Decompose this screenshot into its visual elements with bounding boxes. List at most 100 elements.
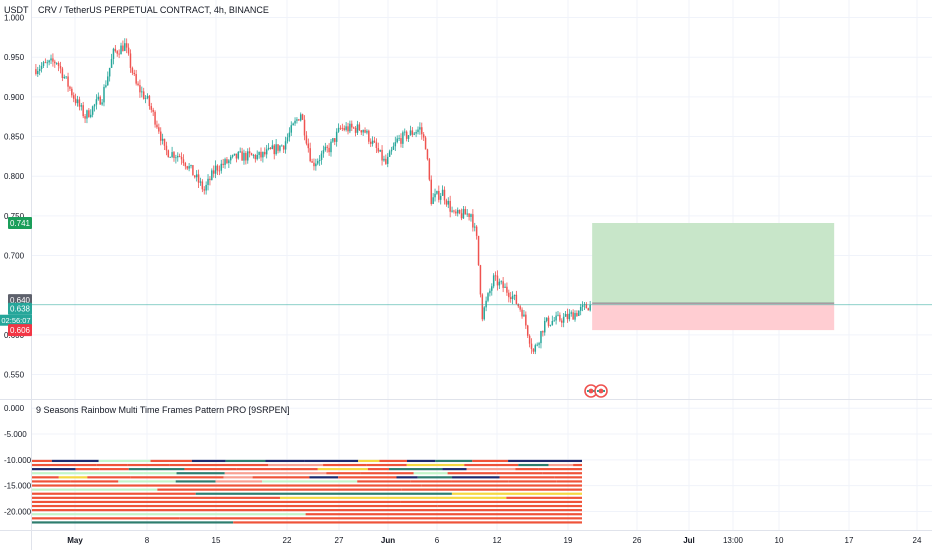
candle-body: [80, 105, 83, 107]
indicator-tick-label: 0.000: [4, 404, 25, 413]
candle-body: [411, 130, 414, 135]
candle-body: [95, 99, 98, 105]
candle-body: [235, 153, 238, 159]
candle-body: [455, 211, 457, 214]
candle-body: [375, 142, 378, 149]
time-tick-label: 22: [283, 536, 292, 545]
candle-body: [211, 170, 213, 181]
candle-body: [458, 209, 461, 214]
candle-body: [555, 315, 557, 321]
candle-body: [347, 126, 349, 132]
candle-body: [125, 43, 128, 48]
price-badge-label: 0.741: [10, 219, 31, 228]
time-tick-label: 19: [564, 536, 573, 545]
pattern-marker-icon[interactable]: [584, 384, 598, 398]
pattern-marker-icon[interactable]: [594, 384, 608, 398]
candle-body: [277, 144, 279, 151]
candle-body: [526, 325, 529, 336]
indicator-stripe: [451, 480, 509, 483]
candle-body: [175, 157, 177, 159]
indicator-stripe: [32, 472, 89, 475]
candle-body: [570, 312, 572, 314]
price-badge-label: 0.638: [10, 305, 31, 314]
indicator-stripe: [32, 459, 52, 463]
candle-body: [343, 128, 345, 130]
candle-body: [292, 123, 294, 126]
indicator-stripe: [127, 463, 170, 467]
indicator-stripe: [401, 488, 582, 491]
candle-body: [224, 159, 226, 165]
candle-body: [398, 138, 400, 139]
indicator-stripe: [32, 492, 196, 495]
candle-body: [65, 76, 67, 78]
candle-body: [422, 134, 425, 138]
candle-body: [417, 129, 419, 133]
candle-body: [462, 209, 465, 219]
pattern-markers[interactable]: [584, 384, 608, 398]
chart-title[interactable]: CRV / TetherUS PERPETUAL CONTRACT, 4h, B…: [38, 5, 269, 15]
indicator-stripe: [32, 484, 246, 487]
candle-body: [525, 314, 527, 326]
indicator-stripe: [58, 476, 88, 479]
indicator-stripe: [32, 517, 180, 520]
candle-body: [178, 155, 181, 157]
indicator-stripe: [573, 463, 582, 467]
candle-body: [214, 165, 217, 174]
indicator-stripe: [128, 468, 185, 471]
indicator-tick-label: -10.000: [4, 456, 32, 465]
candle-body: [574, 313, 576, 320]
indicator-stripe: [169, 463, 226, 467]
candle-body: [57, 63, 60, 66]
candle-body: [216, 165, 219, 171]
indicator-stripe: [32, 468, 76, 471]
candle-body: [492, 275, 495, 287]
candle-body: [449, 200, 451, 212]
candle-body: [362, 129, 364, 133]
time-tick-label: 17: [845, 536, 854, 545]
candle-body: [352, 127, 355, 129]
candle-body: [485, 300, 487, 308]
indicator-stripe: [130, 476, 167, 479]
candle-body: [275, 144, 277, 155]
candle-body: [540, 331, 542, 344]
time-tick-label: Jun: [381, 536, 395, 545]
candle-body: [415, 132, 417, 134]
candle-body: [105, 85, 107, 87]
candle-body: [148, 95, 151, 107]
candle-body: [432, 197, 434, 204]
candle-body: [48, 60, 50, 63]
indicator-title[interactable]: 9 Seasons Rainbow Multi Time Frames Patt…: [36, 405, 290, 415]
candle-body: [76, 99, 79, 104]
candle-body: [545, 317, 548, 321]
indicator-stripe: [466, 468, 516, 471]
candle-body: [502, 281, 504, 288]
indicator-stripe: [224, 472, 272, 475]
indicator-stripe: [32, 488, 158, 491]
candle-body: [566, 313, 569, 320]
time-tick-label: 8: [145, 536, 150, 545]
indicator-stripe: [32, 513, 306, 516]
candle-body: [313, 162, 315, 167]
price-tick-label: 1.000: [4, 14, 25, 23]
candle-body: [207, 178, 209, 185]
indicator-stripe: [70, 480, 119, 483]
candle-body: [42, 62, 45, 66]
candle-body: [226, 159, 228, 164]
candle-body: [112, 48, 115, 59]
candle-body: [453, 210, 455, 212]
price-badge-label: 0.606: [10, 326, 31, 335]
candle-body: [301, 114, 304, 120]
candle-body: [156, 124, 158, 128]
candle-body: [86, 110, 88, 119]
candle-body: [284, 141, 287, 150]
time-tick-label: 13:00: [723, 536, 744, 545]
candle-body: [50, 58, 52, 61]
candle-body: [260, 151, 262, 158]
candle-body: [356, 124, 359, 133]
candle-body: [243, 152, 245, 161]
candle-body: [504, 286, 506, 288]
candle-body: [254, 155, 257, 160]
indicator-stripe: [317, 468, 368, 471]
candle-body: [35, 69, 37, 74]
candle-body: [127, 47, 130, 54]
